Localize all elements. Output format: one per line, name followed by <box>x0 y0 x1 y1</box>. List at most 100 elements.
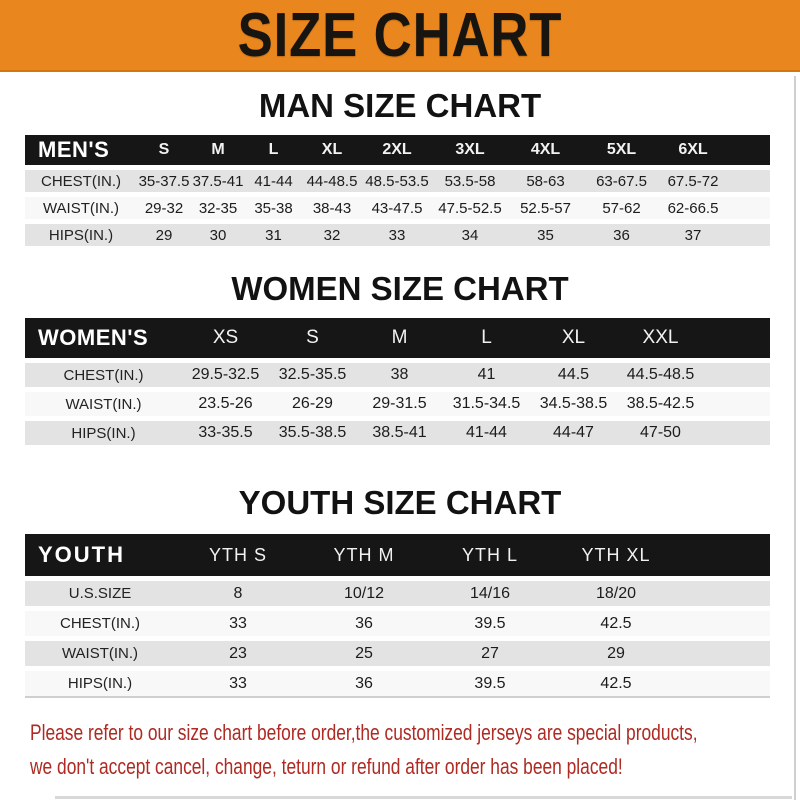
youth-table-header-row: YOUTH YTH S YTH M YTH L YTH XL <box>25 534 770 576</box>
row-label: HIPS(IN.) <box>48 226 114 244</box>
row-filler-cell <box>679 641 770 666</box>
size-value-cell: 67.5-72 <box>667 172 719 190</box>
women-size-table: WOMEN'S XS S M L XL XXL CHEST(IN.) 29.5-32.5 32… <box>25 313 770 450</box>
header-filler-cell <box>704 318 770 358</box>
size-value-cell: 38-43 <box>312 199 352 217</box>
size-value-cell: 44.5-48.5 <box>626 366 695 383</box>
size-value-cell: 23.5-26 <box>198 395 253 412</box>
row-label: CHEST(IN.) <box>41 172 121 190</box>
row-label: HIPS(IN.) <box>71 424 136 442</box>
size-value-cell: 35 <box>537 226 554 244</box>
men-size-chart-section: MAN SIZE CHART MEN'S S M L XL 2XL 3XL 4XL 5XL 6X… <box>0 87 800 251</box>
size-value-cell: 38.5-42.5 <box>626 395 695 412</box>
row-filler-cell <box>679 671 770 698</box>
table-row: WAIST(IN.) 23 25 27 29 <box>25 641 770 666</box>
size-value-cell: 32.5-35.5 <box>278 366 347 383</box>
table-row: HIPS(IN.) 33-35.5 35.5-38.5 38.5-41 41-44 44-… <box>25 421 770 445</box>
size-value-cell: 25 <box>355 644 373 662</box>
row-filler-cell <box>704 421 770 445</box>
header-filler-cell <box>679 534 770 576</box>
row-filler-cell <box>726 170 770 192</box>
table-row: WAIST(IN.) 29-32 32-35 35-38 38-43 43-47.5 47.… <box>25 197 770 219</box>
size-value-cell: 29 <box>607 644 625 662</box>
size-column-header: YTH L <box>461 544 518 565</box>
women-table-header-row: WOMEN'S XS S M L XL XXL <box>25 318 770 358</box>
size-value-cell: 37.5-41 <box>192 172 244 190</box>
size-chart-banner: SIZE CHART <box>0 0 800 72</box>
women-corner-label: WOMEN'S <box>38 325 149 350</box>
size-value-cell: 44-48.5 <box>306 172 358 190</box>
youth-table-body: U.S.SIZE 8 10/12 14/16 18/20 CHEST(IN.) 33 36 39… <box>25 581 770 698</box>
size-value-cell: 42.5 <box>600 614 632 632</box>
size-value-cell: 31 <box>265 226 282 244</box>
size-column-header: L <box>268 141 279 158</box>
row-filler-cell <box>726 197 770 219</box>
size-value-cell: 33-35.5 <box>198 424 253 441</box>
men-size-table: MEN'S S M L XL 2XL 3XL 4XL 5XL 6XL CHEST(IN.) 35-… <box>25 130 770 251</box>
size-value-cell: 34 <box>461 226 479 244</box>
table-row: U.S.SIZE 8 10/12 14/16 18/20 <box>25 581 770 606</box>
size-value-cell: 62-66.5 <box>667 199 719 217</box>
size-value-cell: 31.5-34.5 <box>452 395 521 412</box>
size-value-cell: 36 <box>613 226 630 244</box>
size-value-cell: 44.5 <box>557 366 590 383</box>
men-corner-label: MEN'S <box>38 137 110 162</box>
banner-title: SIZE CHART <box>237 0 563 70</box>
order-notice-line-2: we don't accept cancel, change, teturn o… <box>30 754 623 779</box>
row-label: CHEST(IN.) <box>60 615 140 632</box>
table-row: CHEST(IN.) 29.5-32.5 32.5-35.5 38 41 44.5 44.5… <box>25 363 770 387</box>
size-value-cell: 44-47 <box>553 424 594 441</box>
row-filler-cell <box>726 224 770 246</box>
size-value-cell: 35-38 <box>254 199 293 217</box>
size-column-header: M <box>391 327 408 348</box>
size-column-header: 3XL <box>455 141 485 158</box>
order-notice-line-1: Please refer to our size chart before or… <box>30 720 698 745</box>
size-value-cell: 41 <box>477 366 496 383</box>
men-section-heading: MAN SIZE CHART <box>258 87 542 124</box>
photo-edge-bottom-line <box>55 796 792 799</box>
youth-corner-label: YOUTH <box>38 542 125 567</box>
size-value-cell: 29-31.5 <box>372 395 427 412</box>
size-column-header: 2XL <box>382 141 412 158</box>
size-column-header: 4XL <box>530 141 561 158</box>
size-value-cell: 33 <box>388 226 406 244</box>
size-value-cell: 47-50 <box>640 424 681 441</box>
size-column-header: 6XL <box>678 141 708 158</box>
size-value-cell: 38.5-41 <box>372 424 427 441</box>
size-value-cell: 37 <box>684 226 702 244</box>
row-label: U.S.SIZE <box>68 585 132 602</box>
size-value-cell: 58-63 <box>526 172 565 190</box>
size-value-cell: 26-29 <box>292 395 333 412</box>
row-filler-cell <box>704 392 770 416</box>
size-column-header: M <box>211 141 225 158</box>
row-label: CHEST(IN.) <box>63 366 144 384</box>
photo-edge-right-line <box>794 76 796 800</box>
size-value-cell: 41-44 <box>254 172 293 190</box>
size-value-cell: 42.5 <box>553 671 679 698</box>
size-value-cell: 43-47.5 <box>371 199 423 217</box>
size-column-header: XS <box>212 327 239 348</box>
youth-size-chart-section: YOUTH SIZE CHART YOUTH YTH S YTH M YTH L YT… <box>0 484 800 703</box>
size-column-header: YTH XL <box>581 544 651 565</box>
size-column-header: XXL <box>642 327 679 348</box>
youth-size-table: YOUTH YTH S YTH M YTH L YTH XL U.S.SIZE 8 10/… <box>25 529 770 703</box>
row-label: WAIST(IN.) <box>65 395 142 413</box>
size-value-cell: 29-32 <box>144 199 184 217</box>
size-value-cell: 32 <box>323 226 341 244</box>
women-section-heading: WOMEN SIZE CHART <box>231 270 569 307</box>
size-value-cell: 30 <box>209 226 227 244</box>
size-value-cell: 63-67.5 <box>596 172 647 190</box>
size-value-cell: 39.5 <box>427 671 553 698</box>
table-row: WAIST(IN.) 23.5-26 26-29 29-31.5 31.5-34.5 34… <box>25 392 770 416</box>
men-table-body: CHEST(IN.) 35-37.5 37.5-41 41-44 44-48.5 48.5… <box>25 170 770 246</box>
table-row: HIPS(IN.) 33 36 39.5 42.5 <box>25 671 770 698</box>
size-value-cell: 34.5-38.5 <box>539 395 608 412</box>
row-filler-cell <box>679 611 770 636</box>
size-value-cell: 10/12 <box>343 584 385 602</box>
table-row: HIPS(IN.) 29 30 31 32 33 34 35 36 37 <box>25 224 770 246</box>
size-value-cell: 47.5-52.5 <box>438 199 502 217</box>
women-size-chart-section: WOMEN SIZE CHART WOMEN'S XS S M L XL XXL CHES… <box>0 270 800 450</box>
size-column-header: XL <box>561 327 586 348</box>
size-column-header: S <box>306 327 319 348</box>
